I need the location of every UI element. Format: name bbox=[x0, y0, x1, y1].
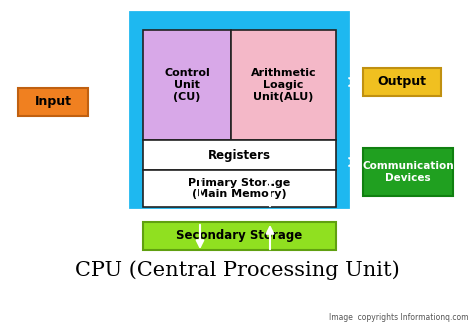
Text: Secondary Storage: Secondary Storage bbox=[176, 230, 302, 243]
Bar bbox=[18, 88, 88, 116]
Text: CPU (Central Processing Unit): CPU (Central Processing Unit) bbox=[74, 260, 400, 280]
Bar bbox=[363, 148, 453, 196]
Bar bbox=[143, 140, 336, 170]
Bar bbox=[143, 30, 231, 140]
Text: Arithmetic
Loagic
Unit(ALU): Arithmetic Loagic Unit(ALU) bbox=[251, 68, 316, 102]
Bar bbox=[143, 170, 336, 207]
Bar bbox=[363, 68, 441, 96]
Bar bbox=[231, 30, 336, 140]
Text: Registers: Registers bbox=[208, 148, 271, 162]
Bar bbox=[130, 12, 348, 207]
Bar bbox=[143, 222, 336, 250]
Text: Output: Output bbox=[377, 76, 427, 89]
Text: Image  copyrights Informationq.com: Image copyrights Informationq.com bbox=[329, 314, 469, 322]
Text: Control
Unit
(CU): Control Unit (CU) bbox=[164, 68, 210, 102]
Text: Communication
Devices: Communication Devices bbox=[362, 161, 454, 183]
Text: Input: Input bbox=[35, 95, 72, 109]
Text: Primary Storage
(Main Memory): Primary Storage (Main Memory) bbox=[188, 178, 291, 199]
